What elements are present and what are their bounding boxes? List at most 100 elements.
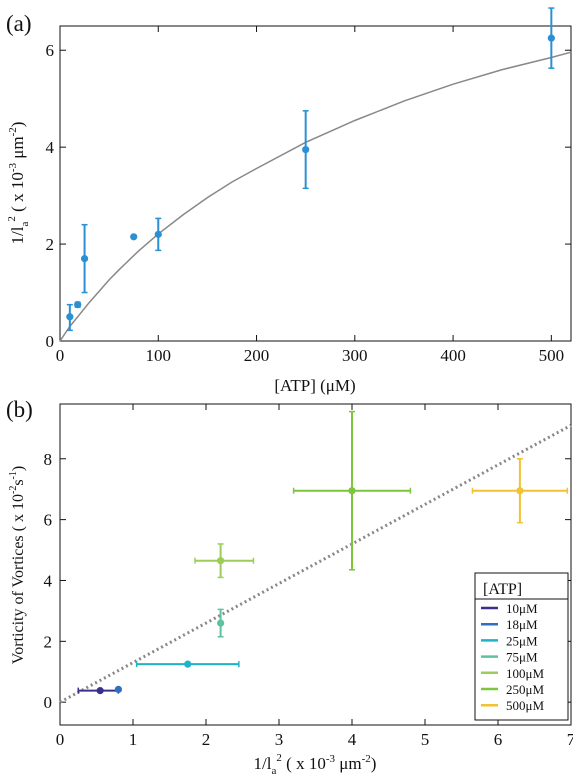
panel-a: (a) 0 100 200 300 400 500 0 2 4 6 [ATP] (μM) 1/l… — [6, 7, 572, 395]
b-point-marker — [114, 685, 122, 694]
ylabel-prefix: 1/ — [8, 231, 27, 245]
b-data-point — [217, 608, 225, 638]
panel-b-x-ticks: 0 1 2 3 4 5 6 7 — [56, 404, 573, 749]
xlabel-sub: a — [272, 765, 277, 777]
legend-entry-label: 250μM — [506, 682, 544, 697]
legend-entry-label: 25μM — [506, 633, 538, 648]
a-point-marker — [547, 34, 555, 42]
b-point-marker — [184, 660, 192, 668]
xlabel-prefix: 1/ — [254, 754, 268, 773]
b-point-marker — [217, 619, 225, 627]
a-y-tick-label: 6 — [46, 41, 55, 60]
ylabel-unit-open: ( x 10 — [8, 172, 27, 216]
b-y-tick-label: 4 — [44, 571, 53, 590]
ylabel-unit-mid: μm — [8, 136, 27, 163]
b-x-tick-label: 6 — [494, 730, 503, 749]
ylabel-l: l — [8, 226, 27, 231]
ylabel-sub: a — [19, 221, 31, 226]
panel-a-fit-curve — [59, 51, 572, 342]
a-data-point — [66, 303, 74, 332]
a-point-marker — [66, 313, 74, 321]
a-data-point — [154, 217, 162, 252]
b-point-marker — [348, 487, 356, 495]
panel-b-frame — [59, 403, 572, 726]
a-point-marker — [74, 301, 82, 309]
a-y-tick-label: 4 — [46, 138, 55, 157]
a-data-point — [302, 110, 310, 190]
b-ylabel-mid: s — [10, 479, 27, 485]
b-x-tick-label: 5 — [421, 730, 430, 749]
xlabel-unit-exp2: -2 — [362, 753, 371, 765]
a-point-marker — [302, 145, 310, 154]
xlabel-unit-close: ) — [371, 754, 377, 773]
b-x-tick-label: 1 — [129, 730, 138, 749]
b-data-point — [114, 685, 122, 694]
b-point-marker — [96, 687, 104, 695]
legend-entry-label: 100μM — [506, 666, 544, 681]
a-data-point — [80, 223, 89, 294]
a-x-tick-label: 500 — [539, 346, 565, 365]
b-y-tick-label: 0 — [44, 693, 53, 712]
panel-b-x-axis-label: 1/la2 ( x 10-3 μm-2) — [254, 752, 377, 777]
panel-a-label: (a) — [6, 11, 32, 36]
panel-a-y-ticks: 0 2 4 6 — [46, 41, 571, 351]
a-data-point — [130, 233, 138, 241]
panel-b-data-points — [77, 410, 569, 695]
b-ylabel-close: ) — [10, 466, 27, 471]
xlabel-unit-exp: -3 — [326, 753, 336, 765]
ylabel-unit-exp2: -2 — [7, 127, 19, 136]
b-x-tick-label: 3 — [275, 730, 284, 749]
b-x-tick-label: 0 — [56, 730, 65, 749]
b-data-point — [194, 543, 255, 579]
a-y-tick-label: 2 — [46, 235, 55, 254]
xlabel-l: l — [267, 754, 272, 773]
ylabel-unit-close: ) — [8, 122, 27, 128]
panel-a-x-ticks: 0 100 200 300 400 500 — [56, 26, 564, 365]
b-y-tick-label: 6 — [44, 511, 53, 530]
panel-a-frame — [59, 25, 572, 342]
xlabel-unit-mid: μm — [335, 754, 362, 773]
a-x-tick-label: 200 — [244, 346, 270, 365]
a-data-point — [547, 7, 555, 69]
b-point-marker — [516, 487, 524, 495]
b-x-tick-label: 4 — [348, 730, 357, 749]
a-x-tick-label: 300 — [342, 346, 368, 365]
panel-b-fit-line — [59, 423, 572, 704]
b-ylabel-text: Vorticity of Vortices ( x 10 — [10, 494, 27, 664]
panel-b-label: (b) — [6, 397, 33, 422]
ylabel-sup: 2 — [6, 216, 18, 222]
a-data-point — [74, 301, 82, 309]
b-x-tick-label: 2 — [202, 730, 211, 749]
b-data-point — [292, 410, 412, 571]
xlabel-sup: 2 — [276, 752, 282, 764]
b-y-tick-label: 8 — [44, 450, 53, 469]
legend-entry-label: 75μM — [506, 650, 538, 665]
a-x-tick-label: 400 — [440, 346, 466, 365]
xlabel-unit-open: ( x 10 — [282, 754, 326, 773]
legend-entry-label: 500μM — [506, 698, 544, 713]
legend-entry-label: 10μM — [506, 601, 538, 616]
legend-box — [474, 572, 569, 721]
a-y-tick-label: 0 — [46, 332, 55, 351]
b-ylabel-exp2: -1 — [8, 471, 19, 479]
legend-title: [ATP] — [483, 581, 522, 598]
a-x-tick-label: 100 — [146, 346, 172, 365]
a-point-marker — [80, 255, 89, 263]
legend-entry-label: 18μM — [506, 617, 538, 632]
panel-a-x-axis-label: [ATP] (μM) — [274, 376, 355, 395]
b-data-point — [471, 458, 569, 524]
b-ylabel-exp: -2 — [8, 486, 19, 494]
ylabel-unit-exp: -3 — [7, 163, 19, 173]
a-x-tick-label: 0 — [56, 346, 65, 365]
b-data-point — [77, 687, 120, 695]
b-point-marker — [217, 557, 225, 565]
panel-a-y-axis-label: 1/la2 ( x 10-3 μm-2) — [6, 122, 31, 245]
a-point-marker — [130, 233, 138, 241]
panel-a-data-points — [66, 7, 555, 332]
b-y-tick-label: 2 — [44, 632, 53, 651]
panel-b-y-axis-label: Vorticity of Vortices ( x 10-2s-1) — [8, 466, 27, 664]
